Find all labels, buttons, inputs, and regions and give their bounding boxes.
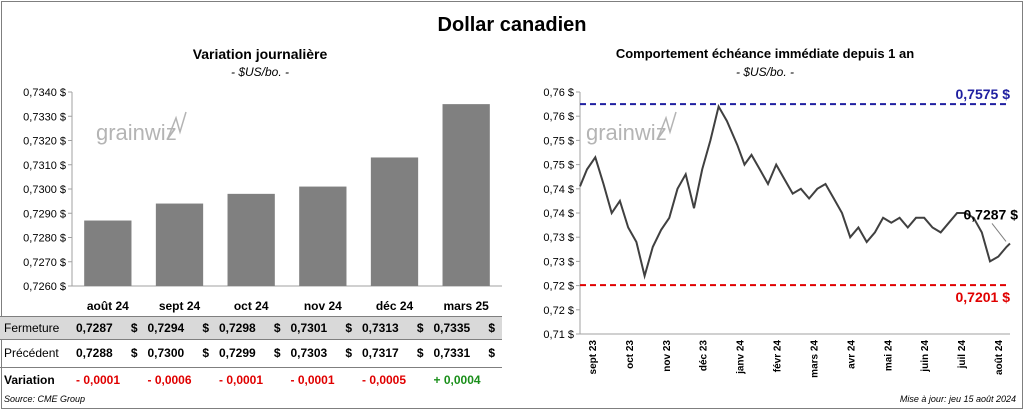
x-category-label: août 24 — [87, 299, 129, 313]
x-category-label: déc 24 — [376, 299, 414, 313]
x-category-label: oct 24 — [234, 299, 269, 313]
y-tick-label: 0,7280 $ — [23, 233, 66, 245]
source-note: Source: CME Group — [4, 394, 86, 404]
left-chart-title: Variation journalière — [192, 46, 328, 62]
left-chart-unit: - $US/bo. - — [230, 65, 290, 79]
table-cell: 0,7300 $ — [147, 346, 210, 360]
table-cell: - 0,0001 — [219, 372, 264, 387]
table-row-variation: Variation - 0,0001 - 0,0006 - 0,0001 - 0… — [0, 367, 502, 391]
table-cell: 0,7299 $ — [219, 346, 281, 360]
logo-swoosh — [167, 111, 187, 139]
table-cell: - 0,0005 — [362, 372, 407, 387]
bar — [227, 193, 275, 286]
table-row-fermeture: Fermeture 0,7287 $ 0,7294 $ 0,7298 $ 0,7301… — [0, 316, 502, 340]
y-tick-label: 0,7260 $ — [23, 281, 66, 293]
table-cell: 0,7335 $ — [433, 321, 496, 335]
y-tick-label: 0,7320 $ — [23, 136, 66, 148]
bar-chart: grainwiz 0,7260 $ 0,7270 $ 0,7280 $ 0,7290 … — [23, 87, 502, 313]
row-label: Fermeture — [4, 321, 60, 335]
row-label: Précédent — [4, 346, 59, 360]
table-cell: 0,7301 $ — [290, 321, 353, 335]
row-label: Variation — [4, 372, 55, 387]
bar — [84, 220, 132, 286]
bar — [155, 203, 204, 286]
table-cell: 0,7303 $ — [290, 346, 353, 360]
main-title: Dollar canadien — [437, 14, 587, 36]
y-tick-label: 0,7330 $ — [23, 111, 66, 123]
y-tick-label: 0,7290 $ — [23, 208, 66, 220]
grainwiz-logo-left: grainwiz — [96, 111, 187, 145]
x-category-label: sept 24 — [159, 299, 201, 313]
x-category-label: nov 24 — [304, 299, 342, 313]
y-tick-label: 0,7300 $ — [23, 184, 66, 196]
bar — [370, 157, 419, 286]
table-cell: - 0,0006 — [147, 372, 192, 387]
table-cell: 0,7294 $ — [147, 321, 210, 335]
right-chart-title: Comportement échéance immédiate depuis 1… — [615, 46, 915, 61]
y-tick-label: 0,7270 $ — [23, 257, 66, 269]
table-cell: 0,7298 $ — [219, 321, 281, 335]
table-cell: 0,7287 $ — [76, 321, 138, 335]
updated-note: Mise à jour: jeu 15 août 2024 — [899, 394, 1016, 404]
y-tick-label: 0,7340 $ — [23, 87, 66, 99]
table-cell: 0,7288 $ — [76, 346, 138, 360]
table-cell: 0,7313 $ — [362, 321, 424, 335]
table-cell: 0,7331 $ — [433, 346, 496, 360]
bar — [299, 186, 347, 286]
table-cell: - 0,0001 — [290, 372, 335, 387]
right-chart-unit: - $US/bo. - — [735, 65, 795, 79]
table-row-precedent: Précédent 0,7288 $ 0,7300 $ 0,7299 $ 0,7303… — [0, 341, 502, 365]
table-cell: 0,7317 $ — [362, 346, 424, 360]
table-cell: + 0,0004 — [433, 372, 481, 387]
logo-text: grainwiz — [96, 120, 177, 145]
bar — [442, 104, 490, 286]
x-category-label: mars 25 — [443, 299, 489, 313]
y-tick-label: 0,7310 $ — [23, 160, 66, 172]
table-cell: - 0,0001 — [76, 372, 121, 387]
